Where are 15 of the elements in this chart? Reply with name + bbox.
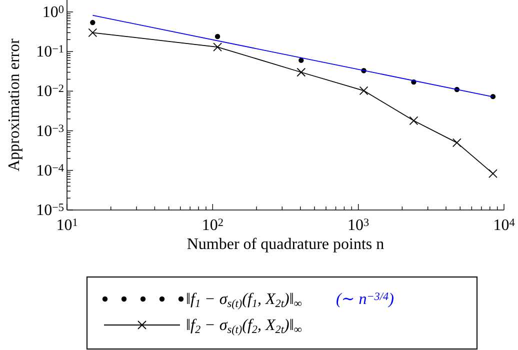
x-axis-title: Number of quadrature points n [186,236,384,253]
x-tick-label: 10$^{2}$ [202,216,224,234]
y-tick-label: 10$^{−2}$ [36,82,64,100]
text: ‖f$_{1}$ − σ$_{s(t)}$(f$_{1}$, X$_{2t}$)‖$_{∞}$ [186,291,302,310]
x-tick-label: 10$^{3}$ [348,216,370,234]
y-axis-title: Approximation error [6,38,23,172]
y-tick-label: 10$^{−1}$ [36,43,64,61]
y-tick-label: 10$^{0}$ [42,4,64,21]
y-tick-label: 10$^{−3}$ [36,122,64,140]
text: ‖f$_{2}$ − σ$_{s(t)}$(f$_{2}$, X$_{2t}$)‖$_{∞}$ [186,317,302,336]
x-tick-label: 10$^{1}$ [56,216,78,234]
text: (∼ n$^{−3/4}$) [336,290,394,308]
y-tick-label: 10$^{−5}$ [36,202,64,219]
x-tick-label: 10$^{4}$ [493,216,516,234]
y-tick-label: 10$^{−4}$ [36,162,64,180]
